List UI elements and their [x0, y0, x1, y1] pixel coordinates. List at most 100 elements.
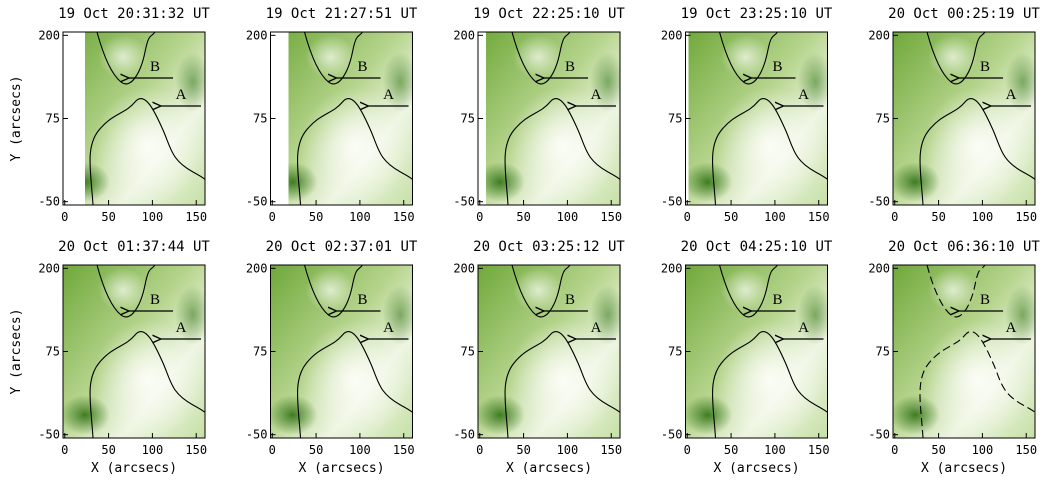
annotation: B [980, 59, 990, 75]
dark-region [382, 285, 413, 345]
panel-title: 19 Oct 23:25:10 UT [681, 6, 833, 22]
x-tick-label: 50 [931, 443, 945, 457]
bright-region [508, 87, 618, 205]
y-tick-label: -50 [868, 195, 890, 209]
contour [919, 98, 1035, 205]
y-tick-label: 200 [453, 261, 475, 275]
x-tick-label: 0 [61, 210, 68, 224]
x-tick-label: 100 [972, 210, 994, 224]
contour [712, 98, 828, 205]
solar-image [893, 265, 1035, 438]
dark-region [175, 285, 205, 345]
bright-region [93, 87, 203, 205]
contour [504, 98, 620, 205]
dark-region [478, 395, 525, 435]
y-tick-label: 75 [253, 345, 267, 359]
panel: 20 Oct 06:36:10 UT 0 50 100 150 -50 75 200 X (ar… [868, 239, 1040, 476]
panel-title: 20 Oct 06:36:10 UT [888, 239, 1040, 255]
x-tick-label: 100 [557, 443, 579, 457]
y-tick-label: 200 [38, 261, 60, 275]
dark-region [382, 52, 413, 112]
x-tick-label: 150 [808, 443, 830, 457]
x-axis-label: X (arcsecs) [921, 461, 1007, 476]
x-tick-label: 100 [764, 210, 786, 224]
contour [712, 331, 828, 438]
annotation: A [591, 87, 602, 103]
y-tick-label: -50 [246, 195, 268, 209]
y-tick-label: 200 [38, 28, 60, 42]
bright-region [923, 87, 1033, 205]
dark-region [893, 162, 940, 202]
panel: 19 Oct 23:25:10 UT 0 50 100 150 -50 75 200 AB [661, 6, 833, 224]
y-tick-label: 75 [461, 112, 475, 126]
bright-region [93, 320, 203, 438]
panel: 19 Oct 21:27:51 UT 0 50 100 150 -50 75 200 AB [246, 6, 418, 224]
solar-image [63, 32, 205, 205]
x-tick-label: 150 [185, 210, 207, 224]
solar-image [478, 32, 620, 205]
y-tick-label: 75 [46, 112, 60, 126]
contour [297, 98, 413, 205]
solar-image [270, 32, 413, 205]
x-tick-label: 50 [724, 443, 738, 457]
panel: 19 Oct 22:25:10 UT 0 50 100 150 -50 75 200 AB [453, 6, 625, 224]
annotation: B [357, 59, 367, 75]
off-limb [63, 32, 85, 205]
x-tick-label: 150 [1015, 443, 1037, 457]
panel-title: 20 Oct 01:37:44 UT [58, 239, 210, 255]
annotation: A [1006, 320, 1017, 336]
y-tick-label: 200 [246, 261, 268, 275]
solar-image [478, 265, 620, 438]
contour [919, 331, 1035, 438]
bright-region [508, 320, 618, 438]
x-tick-label: 50 [101, 443, 115, 457]
annotation: A [798, 320, 809, 336]
contour [89, 98, 205, 205]
panel: 20 Oct 00:25:19 UT 0 50 100 150 -50 75 200 AB [868, 6, 1040, 224]
x-tick-label: 50 [516, 443, 530, 457]
y-tick-label: 75 [461, 345, 475, 359]
dark-region [685, 162, 733, 202]
x-tick-label: 0 [891, 210, 898, 224]
x-tick-label: 150 [393, 210, 415, 224]
y-tick-label: -50 [661, 428, 683, 442]
x-tick-label: 50 [101, 210, 115, 224]
solar-image [270, 265, 413, 438]
bright-region [715, 320, 826, 438]
x-tick-label: 0 [61, 443, 68, 457]
x-tick-label: 150 [1015, 210, 1037, 224]
dark-region [590, 285, 620, 345]
x-tick-label: 50 [516, 210, 530, 224]
annotation: A [1006, 87, 1017, 103]
y-tick-label: 200 [246, 28, 268, 42]
annotation: B [150, 59, 160, 75]
annotation: B [565, 59, 575, 75]
y-tick-label: -50 [453, 428, 475, 442]
dark-region [893, 395, 940, 435]
x-tick-label: 100 [764, 443, 786, 457]
panel-title: 19 Oct 20:31:32 UT [58, 6, 210, 22]
y-tick-label: 75 [876, 112, 890, 126]
annotation: A [383, 320, 394, 336]
annotation: B [150, 292, 160, 308]
contour [504, 331, 620, 438]
x-tick-label: 100 [349, 210, 371, 224]
bright-region [923, 320, 1033, 438]
x-tick-label: 150 [185, 443, 207, 457]
solar-image [63, 265, 205, 438]
x-tick-label: 100 [557, 210, 579, 224]
x-tick-label: 0 [684, 443, 691, 457]
dark-region [270, 395, 318, 435]
x-tick-label: 50 [309, 443, 323, 457]
y-tick-label: 75 [668, 345, 682, 359]
x-axis-label: X (arcsecs) [713, 461, 799, 476]
y-tick-label: -50 [38, 428, 60, 442]
x-tick-label: 0 [891, 443, 898, 457]
contour [89, 331, 205, 438]
x-tick-label: 150 [600, 210, 622, 224]
x-tick-label: 150 [808, 210, 830, 224]
x-axis-label: X (arcsecs) [506, 461, 592, 476]
y-tick-label: 75 [253, 112, 267, 126]
y-axis-label: Y (arcsecs) [9, 75, 24, 161]
